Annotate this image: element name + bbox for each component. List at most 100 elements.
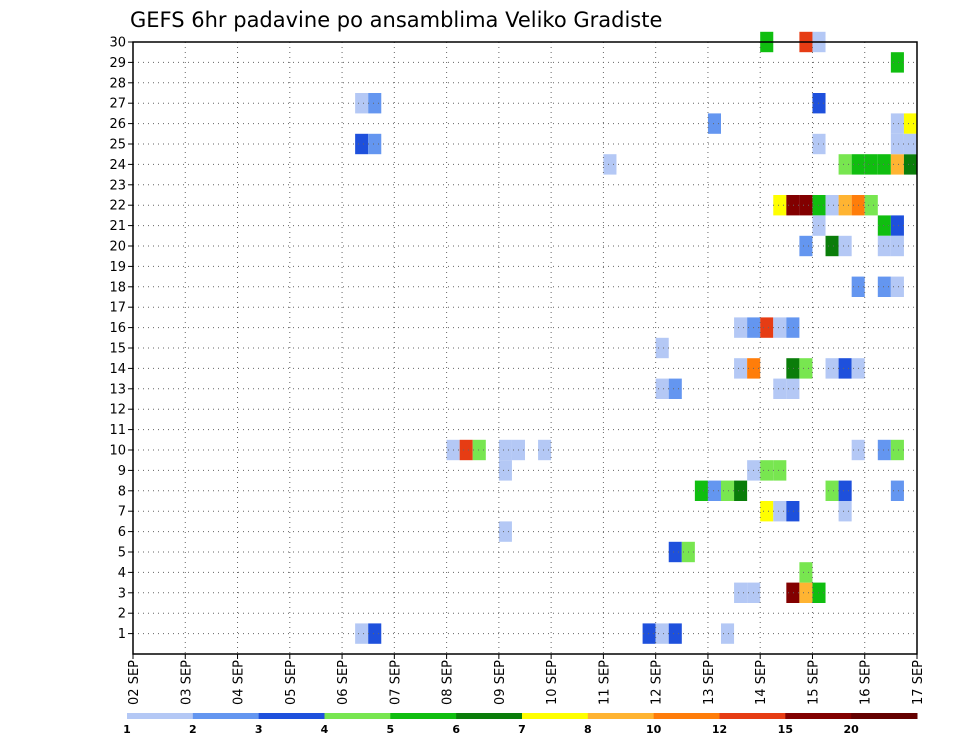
data-cell [355, 623, 369, 644]
legend-label: 15 [778, 723, 793, 736]
data-cell [773, 195, 787, 216]
y-tick-label: 22 [109, 199, 126, 214]
data-cell [838, 358, 852, 379]
x-tick-label: 15 SEP [806, 660, 821, 705]
y-tick-label: 10 [109, 444, 126, 459]
cells-layer [355, 31, 917, 644]
y-tick-label: 25 [109, 138, 126, 153]
data-cell [825, 235, 839, 257]
data-cell [890, 154, 904, 175]
data-cell [368, 93, 382, 114]
data-cell [655, 337, 669, 359]
x-tick-label: 17 SEP [911, 660, 926, 705]
data-cell [877, 215, 891, 236]
y-tick-label: 18 [109, 280, 126, 295]
axes-layer: 1234567891011121314151617181920212223242… [109, 36, 926, 705]
data-cell [655, 623, 669, 644]
y-tick-label: 11 [109, 423, 126, 438]
legend-swatch [785, 713, 852, 719]
data-cell [773, 317, 787, 338]
data-cell [760, 317, 774, 338]
legend-label: 1 [123, 723, 131, 736]
legend-swatch [653, 713, 720, 719]
data-cell [864, 195, 878, 216]
data-cell [799, 582, 813, 603]
data-cell [890, 215, 904, 236]
data-cell [825, 358, 839, 379]
data-cell [890, 480, 904, 501]
data-cell [825, 480, 839, 501]
data-cell [707, 480, 721, 501]
data-cell [368, 133, 382, 155]
data-cell [877, 439, 891, 461]
y-tick-label: 20 [109, 240, 126, 255]
legend-swatch [587, 713, 655, 719]
data-cell [786, 378, 800, 399]
legend-swatch [719, 713, 786, 719]
y-tick-label: 19 [109, 260, 126, 275]
data-cell [786, 317, 800, 338]
data-cell [799, 358, 813, 379]
x-tick-label: 07 SEP [388, 660, 403, 705]
data-cell [668, 541, 682, 563]
data-cell [734, 582, 748, 603]
data-cell [459, 439, 473, 461]
data-cell [538, 439, 552, 461]
data-cell [799, 562, 813, 583]
legend-label: 20 [844, 723, 860, 736]
y-tick-label: 8 [118, 484, 126, 499]
y-tick-label: 5 [118, 546, 126, 561]
y-tick-label: 3 [118, 586, 126, 601]
data-cell [903, 113, 917, 134]
data-cell [668, 378, 682, 399]
color-legend: 1 2 3 4 5 6 7 8 10 12 15 20 [123, 713, 918, 736]
data-cell [472, 439, 486, 461]
chart-title: GEFS 6hr padavine po ansamblima Veliko G… [130, 8, 662, 32]
x-tick-label: 11 SEP [597, 660, 612, 705]
y-tick-label: 14 [109, 362, 126, 377]
y-tick-label: 17 [109, 301, 126, 316]
data-cell [786, 358, 800, 379]
data-cell [890, 52, 904, 73]
legend-label: 10 [646, 723, 662, 736]
y-tick-label: 21 [109, 219, 126, 234]
data-cell [799, 235, 813, 257]
x-tick-label: 09 SEP [493, 660, 508, 705]
legend-label: 4 [321, 723, 329, 736]
y-tick-label: 16 [109, 321, 126, 336]
data-cell [603, 154, 617, 175]
data-cell [734, 358, 748, 379]
y-tick-label: 24 [109, 158, 126, 173]
y-tick-label: 29 [109, 56, 126, 71]
data-cell [799, 195, 813, 216]
y-tick-label: 7 [118, 505, 126, 520]
x-tick-label: 04 SEP [232, 660, 247, 705]
y-tick-label: 2 [118, 607, 126, 622]
x-tick-label: 14 SEP [754, 660, 769, 705]
data-cell [773, 501, 787, 522]
data-cell [786, 195, 800, 216]
legend-label: 6 [452, 723, 460, 736]
data-cell [838, 501, 852, 522]
legend-label: 12 [712, 723, 727, 736]
data-cell [786, 582, 800, 603]
data-cell [838, 195, 852, 216]
data-cell [786, 501, 800, 522]
plot-frame [132, 41, 918, 655]
legend-swatch [390, 713, 457, 719]
data-cell [355, 133, 369, 155]
data-cell [877, 154, 891, 175]
y-tick-label: 12 [109, 403, 126, 418]
y-tick-label: 28 [109, 76, 126, 91]
legend-swatch [258, 713, 325, 719]
data-cell [498, 460, 512, 481]
y-tick-label: 1 [118, 627, 126, 642]
legend-swatch [851, 713, 918, 719]
legend-swatch [456, 713, 523, 719]
x-tick-label: 05 SEP [284, 660, 299, 705]
x-tick-label: 06 SEP [336, 660, 351, 705]
data-cell [642, 623, 656, 644]
data-cell [903, 133, 917, 155]
data-cell [838, 154, 852, 175]
data-cell [760, 501, 774, 522]
